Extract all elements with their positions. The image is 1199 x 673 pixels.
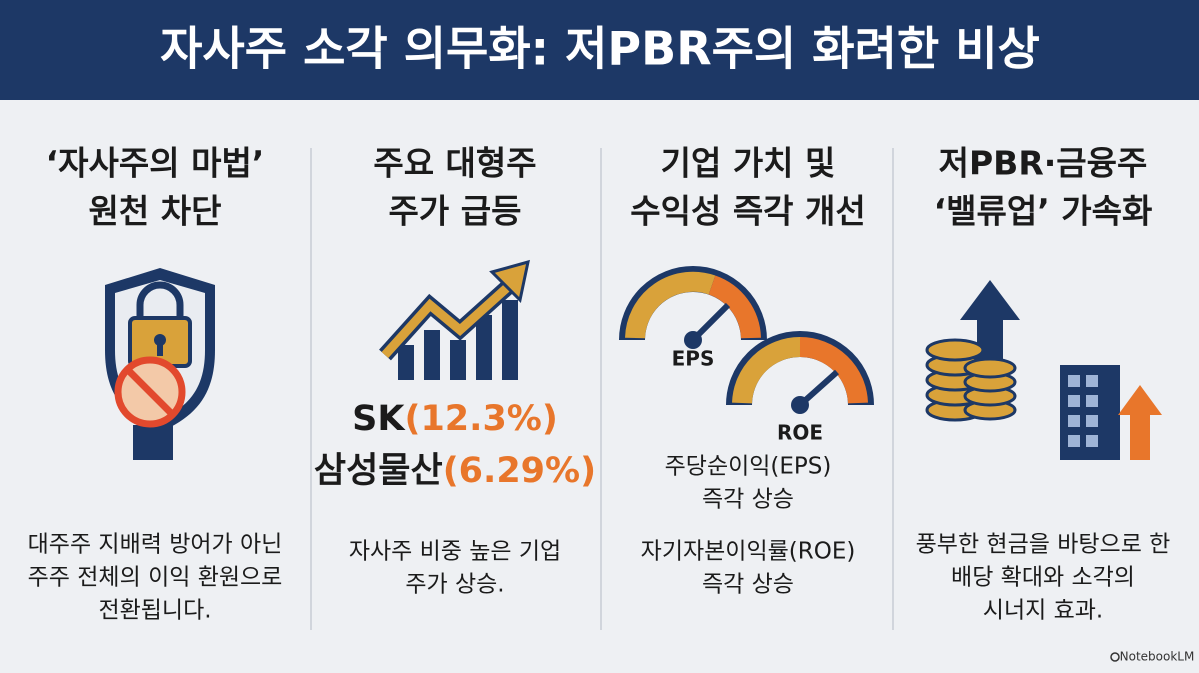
company: SK — [352, 399, 406, 439]
body-text: 즉각 상승 — [702, 572, 794, 598]
change: (12.3%) — [404, 399, 557, 439]
heading: 원천 차단 — [89, 192, 222, 231]
gauge-icon — [619, 266, 874, 414]
growth-icon — [379, 259, 530, 380]
body-text: 즉각 상승 — [702, 487, 794, 513]
heading: 수익성 즉각 개선 — [630, 192, 866, 231]
body-text: 자사주 비중 높은 기업 — [349, 539, 561, 565]
body-text: 시너지 효과. — [983, 598, 1103, 624]
dividers — [310, 148, 894, 630]
shield-icon — [105, 268, 215, 460]
company: 삼성물산 — [314, 451, 443, 491]
body-text: 주주 전체의 이익 환원으로 — [28, 565, 283, 591]
heading: 주가 급등 — [389, 192, 522, 231]
body-text: 전환됩니다. — [98, 598, 211, 624]
heading: 주요 대형주 — [373, 144, 536, 183]
heading: ‘자사주의 마법’ — [46, 144, 265, 183]
heading: ‘밸류업’ 가속화 — [934, 192, 1153, 231]
header-band — [0, 0, 1199, 100]
body-text: 주당순이익(EPS) — [665, 454, 832, 480]
change: (6.29%) — [443, 451, 596, 491]
gauge-label: ROE — [777, 421, 823, 445]
heading: 기업 가치 및 — [661, 144, 836, 183]
value-up-icon — [925, 280, 1162, 460]
body-text: 풍부한 현금을 바탕으로 한 — [916, 532, 1171, 558]
footer: NotebookLM — [1120, 650, 1195, 664]
highlight: SK(12.3%) — [352, 399, 558, 439]
title: 자사주 소각 의무화: 저PBR주의 화려한 비상 — [160, 22, 1040, 76]
body-text: 대주주 지배력 방어가 아닌 — [28, 532, 283, 558]
body-text: 주가 상승. — [405, 572, 504, 598]
body-text: 배당 확대와 소각의 — [951, 565, 1135, 591]
gauge-label: EPS — [672, 347, 715, 371]
highlight: 삼성물산(6.29%) — [314, 451, 596, 491]
heading: 저PBR·금융주 — [939, 144, 1148, 183]
body-text: 자기자본이익률(ROE) — [641, 539, 856, 565]
logo — [1110, 652, 1120, 662]
